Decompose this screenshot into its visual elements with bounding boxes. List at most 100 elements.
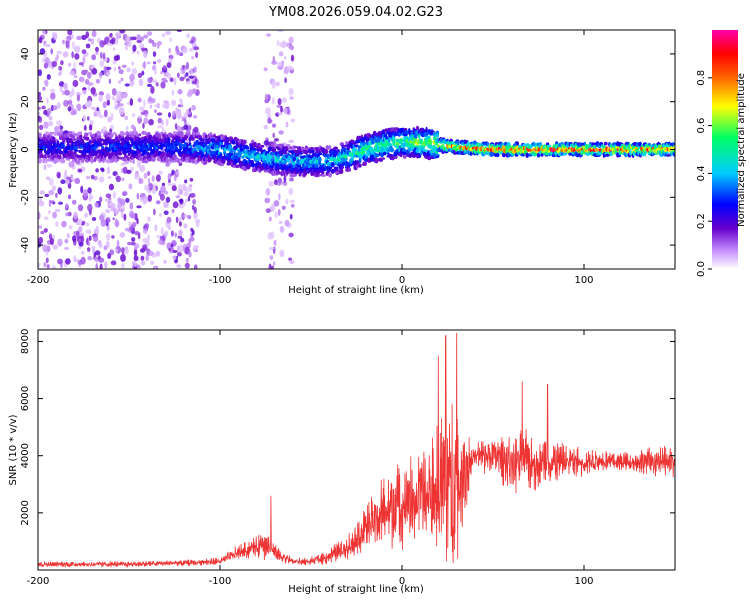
- noise-cell: [48, 189, 55, 196]
- noise-cell: [188, 75, 194, 79]
- noise-cell: [102, 52, 106, 60]
- noise-cell: [109, 128, 112, 134]
- noise-cell: [271, 60, 277, 65]
- colorbar: 0.0 0.2 0.4 0.6 0.8 Normalized spectral ampl…: [696, 30, 747, 277]
- noise-cell: [154, 266, 157, 269]
- noise-cell: [100, 219, 107, 227]
- noise-cell: [82, 189, 89, 197]
- ridge-cell: [633, 142, 637, 146]
- noise-cell: [52, 105, 58, 111]
- noise-cell: [165, 118, 169, 127]
- colorbar-tick-label: 0.6: [696, 118, 707, 134]
- noise-cell: [110, 112, 114, 121]
- noise-cell: [163, 79, 168, 83]
- noise-cell: [58, 72, 62, 76]
- noise-cell: [98, 114, 104, 119]
- ridge-cell: [412, 140, 416, 146]
- noise-cell: [87, 85, 91, 91]
- noise-cell: [171, 185, 177, 192]
- noise-cell: [276, 61, 283, 67]
- noise-cell: [43, 121, 49, 129]
- noise-cell: [136, 34, 142, 42]
- noise-cell: [272, 97, 275, 105]
- ridge-cell: [209, 134, 214, 140]
- noise-cell: [176, 252, 182, 257]
- noise-cell: [171, 230, 174, 237]
- ridge-cell: [56, 159, 61, 163]
- noise-cell: [73, 255, 76, 263]
- noise-cell: [114, 98, 118, 106]
- noise-cell: [91, 217, 97, 221]
- ridge-cell: [357, 145, 362, 149]
- y-tick-label: 4000: [20, 443, 31, 468]
- ridge-cell: [380, 157, 385, 160]
- noise-cell: [121, 262, 125, 269]
- noise-cell: [160, 71, 163, 75]
- noise-cell: [82, 56, 86, 65]
- noise-cell: [273, 239, 277, 246]
- noise-cell: [74, 45, 81, 53]
- ridge-cell: [213, 138, 216, 144]
- ridge-cell: [377, 146, 380, 151]
- noise-cell: [272, 261, 276, 267]
- noise-cell: [270, 203, 276, 212]
- noise-cell: [196, 84, 200, 89]
- noise-cell: [138, 78, 144, 87]
- noise-cell: [173, 77, 177, 86]
- ridge-cell: [296, 146, 302, 151]
- noise-cell: [38, 111, 41, 117]
- ridge-cell: [130, 133, 135, 138]
- ridge-cell: [358, 163, 362, 168]
- noise-cell: [285, 121, 289, 128]
- noise-cell: [274, 138, 279, 142]
- ridge-cell: [252, 147, 257, 151]
- noise-cell: [175, 107, 180, 114]
- noise-cell: [105, 209, 109, 213]
- noise-cell: [77, 168, 83, 173]
- noise-cell: [113, 55, 119, 61]
- noise-cell: [42, 30, 46, 37]
- noise-cell: [156, 235, 160, 239]
- noise-cell: [118, 69, 124, 75]
- noise-cell: [157, 117, 163, 124]
- noise-cell: [162, 104, 167, 109]
- noise-cell: [59, 85, 63, 93]
- ridge-cell: [293, 145, 298, 149]
- noise-cell: [120, 162, 127, 166]
- noise-cell: [266, 33, 272, 37]
- noise-cell: [99, 263, 103, 269]
- ridge-cell: [96, 134, 102, 139]
- ridge-cell: [275, 170, 281, 175]
- noise-cell: [60, 60, 64, 66]
- noise-cell: [106, 233, 111, 241]
- noise-cell: [113, 67, 117, 72]
- noise-cell: [102, 126, 107, 132]
- noise-cell: [189, 177, 194, 182]
- noise-cell: [58, 201, 63, 205]
- noise-cell: [44, 193, 50, 198]
- noise-cell: [72, 235, 77, 242]
- ridge-cell: [171, 151, 176, 155]
- noise-cell: [163, 100, 169, 104]
- noise-cell: [277, 208, 281, 216]
- noise-cell: [109, 249, 115, 256]
- ridge-cell: [339, 164, 344, 170]
- ridge-cell: [129, 149, 134, 153]
- noise-cell: [191, 80, 197, 85]
- noise-cell: [278, 130, 284, 135]
- noise-cell: [56, 102, 61, 109]
- noise-cell: [69, 70, 75, 76]
- noise-cell: [68, 225, 73, 230]
- noise-cell: [117, 66, 121, 70]
- noise-cell: [95, 51, 99, 55]
- noise-cell: [193, 264, 198, 269]
- noise-cell: [112, 217, 115, 221]
- noise-cell: [83, 69, 89, 74]
- ridge-cell: [328, 173, 332, 178]
- noise-cell: [87, 187, 92, 194]
- noise-cell: [50, 48, 53, 55]
- ridge-cell: [347, 167, 352, 172]
- noise-cell: [95, 168, 99, 173]
- noise-cell: [121, 177, 125, 182]
- noise-cell: [152, 42, 157, 48]
